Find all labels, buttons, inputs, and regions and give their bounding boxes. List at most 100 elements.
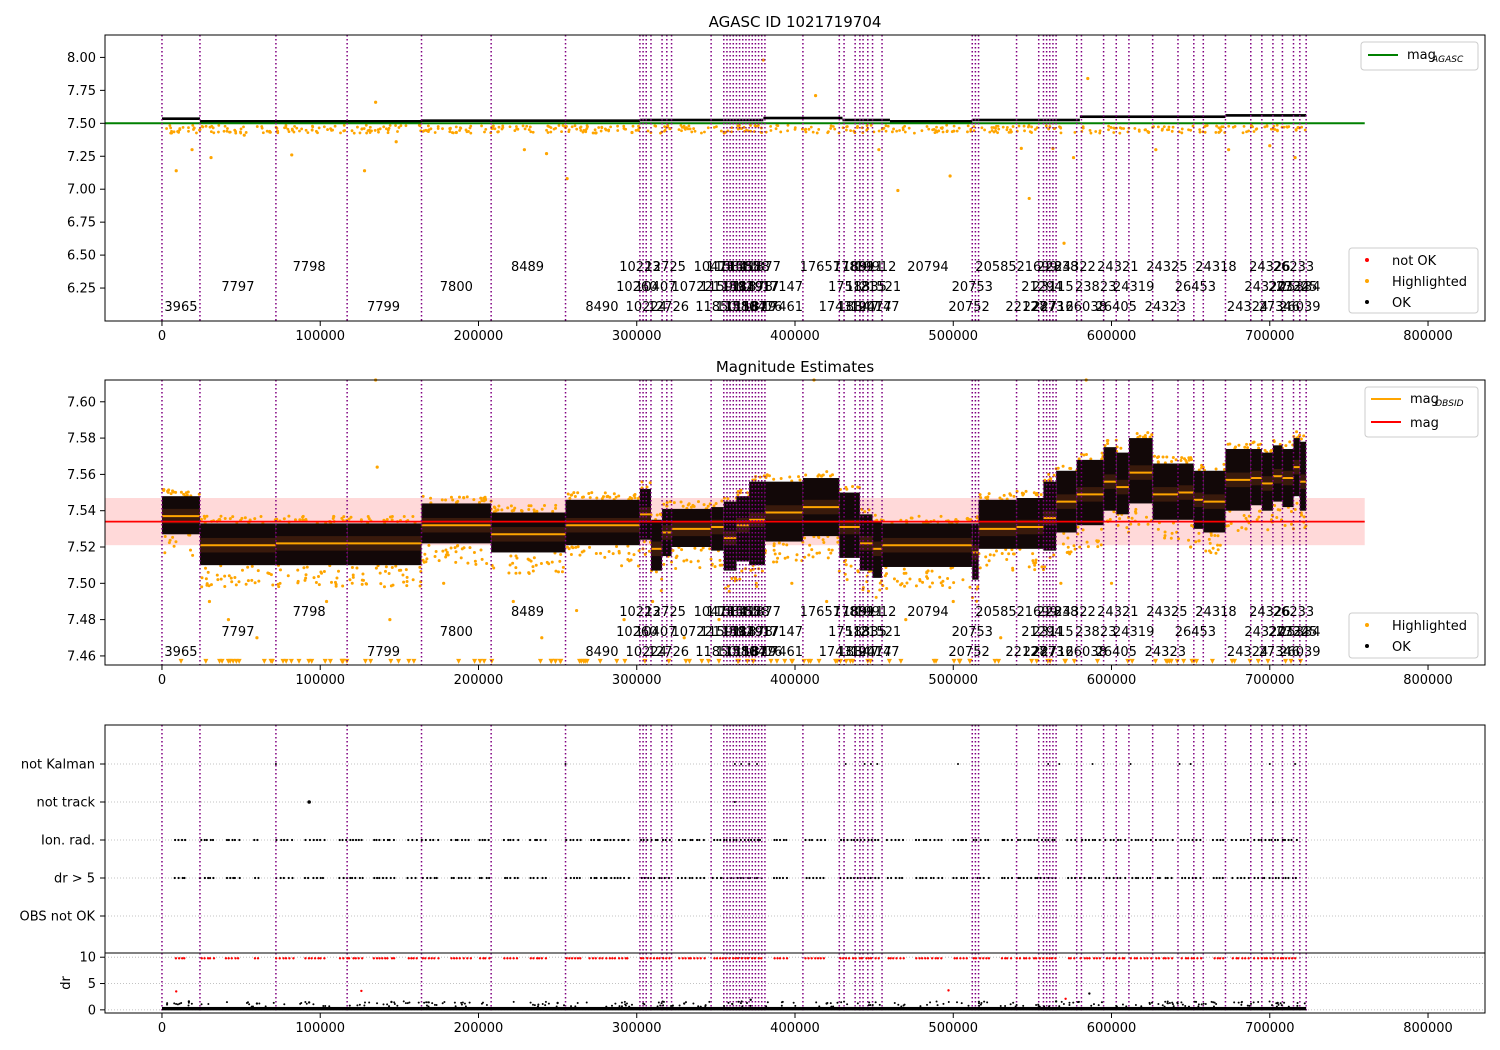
highlighted-point xyxy=(798,478,802,482)
flag-point xyxy=(689,838,692,842)
highlighted-point xyxy=(769,125,773,128)
dr-point xyxy=(825,1002,828,1005)
dr-point xyxy=(283,1003,286,1006)
flag-category-label: Ion. rad. xyxy=(41,834,95,849)
flag-point xyxy=(753,838,756,842)
dr-point xyxy=(453,1001,456,1004)
panel-1-plot-area: 3965779777987799780084898490102231026010… xyxy=(67,34,1486,344)
flag-point xyxy=(528,838,532,842)
highlighted-point xyxy=(226,618,231,622)
floor-marker xyxy=(456,658,462,664)
flag-point xyxy=(925,876,928,880)
dr-point xyxy=(1176,1002,1179,1005)
highlighted-point xyxy=(388,124,392,127)
flag-point xyxy=(844,763,847,765)
highlighted-point xyxy=(223,574,227,578)
highlighted-point xyxy=(818,551,822,555)
dr-point xyxy=(692,1002,695,1005)
highlighted-point xyxy=(1163,534,1167,538)
dr-point xyxy=(741,1005,744,1008)
x-tick-label: 600000 xyxy=(1087,673,1137,688)
floor-marker xyxy=(230,658,236,664)
highlighted-point xyxy=(336,569,340,573)
flag-point xyxy=(957,838,960,842)
highlighted-point xyxy=(587,491,591,495)
flag-point xyxy=(1105,876,1108,880)
flag-point xyxy=(291,876,294,880)
flag-point xyxy=(646,838,649,842)
highlighted-point xyxy=(1150,433,1154,437)
dr-not-ok-point xyxy=(338,957,342,960)
highlighted-point xyxy=(540,507,544,511)
dr-point xyxy=(942,1002,945,1005)
flag-point xyxy=(1066,838,1069,842)
flag-point xyxy=(411,838,414,842)
highlighted-point xyxy=(1138,434,1142,438)
highlighted-point xyxy=(803,555,807,559)
highlighted-point xyxy=(761,58,765,62)
legend-marker xyxy=(1365,623,1369,627)
floor-marker xyxy=(996,658,1002,664)
highlighted-point xyxy=(1162,125,1166,129)
highlighted-point xyxy=(720,499,724,503)
flag-point xyxy=(211,838,215,842)
flag-point xyxy=(924,838,928,842)
dr-point xyxy=(454,1005,457,1008)
floor-marker xyxy=(1181,658,1187,664)
flag-point xyxy=(1016,838,1020,842)
flag-point xyxy=(1264,838,1267,842)
highlighted-point xyxy=(718,558,722,562)
highlighted-point xyxy=(1084,452,1088,456)
dr-not-ok-point xyxy=(1269,957,1272,960)
dr-point xyxy=(659,1004,662,1007)
highlighted-point xyxy=(972,125,976,128)
dr-not-ok-point xyxy=(1276,957,1280,960)
dr-not-ok-point xyxy=(1005,957,1009,960)
dr-point xyxy=(1180,1001,1183,1004)
obsid-label: 22838 xyxy=(1037,260,1078,275)
dr-point xyxy=(610,1004,613,1007)
floor-marker xyxy=(1034,658,1040,664)
panel-2-plot-area: 3965779777987799780084898490102231026010… xyxy=(67,378,1486,688)
highlighted-point xyxy=(905,581,909,585)
highlighted-point xyxy=(826,556,830,560)
flag-point xyxy=(323,838,326,842)
obsid-label: 27346 xyxy=(1259,645,1300,660)
x-tick-label: 100000 xyxy=(295,329,345,344)
dr-not-ok-point xyxy=(282,957,285,960)
obsid-label: 11850 xyxy=(695,300,736,315)
highlighted-point xyxy=(230,580,234,584)
highlighted-point xyxy=(560,130,563,134)
dr-not-ok-point xyxy=(1054,957,1057,960)
highlighted-point xyxy=(222,129,226,133)
floor-marker xyxy=(1288,658,1294,664)
obsid-label: 18911 xyxy=(842,260,883,275)
flag-point xyxy=(667,876,671,880)
dr-not-ok-point xyxy=(760,957,763,960)
highlighted-point xyxy=(890,130,894,134)
dr-not-ok-point xyxy=(1190,957,1193,960)
highlighted-point xyxy=(1213,533,1217,537)
highlighted-point xyxy=(1265,124,1269,128)
flag-point xyxy=(572,876,576,880)
dr-point xyxy=(556,1001,559,1005)
highlighted-point xyxy=(829,551,833,555)
flag-point xyxy=(677,838,681,842)
highlighted-point xyxy=(314,580,318,584)
flag-point xyxy=(972,838,975,842)
flag-point xyxy=(274,763,277,765)
highlighted-point xyxy=(994,126,997,130)
highlighted-point xyxy=(1112,131,1116,134)
dr-point xyxy=(1060,1000,1063,1003)
flag-point xyxy=(725,838,728,842)
flag-point xyxy=(1058,763,1061,765)
highlighted-point xyxy=(1096,545,1100,549)
flag-point xyxy=(1211,838,1215,842)
dr-not-ok-point xyxy=(1237,957,1240,960)
highlighted-point xyxy=(680,129,683,133)
highlighted-point xyxy=(255,636,259,640)
highlighted-point xyxy=(966,130,969,134)
highlighted-point xyxy=(304,128,308,132)
highlighted-point xyxy=(1236,529,1240,533)
flag-point xyxy=(1287,838,1290,842)
